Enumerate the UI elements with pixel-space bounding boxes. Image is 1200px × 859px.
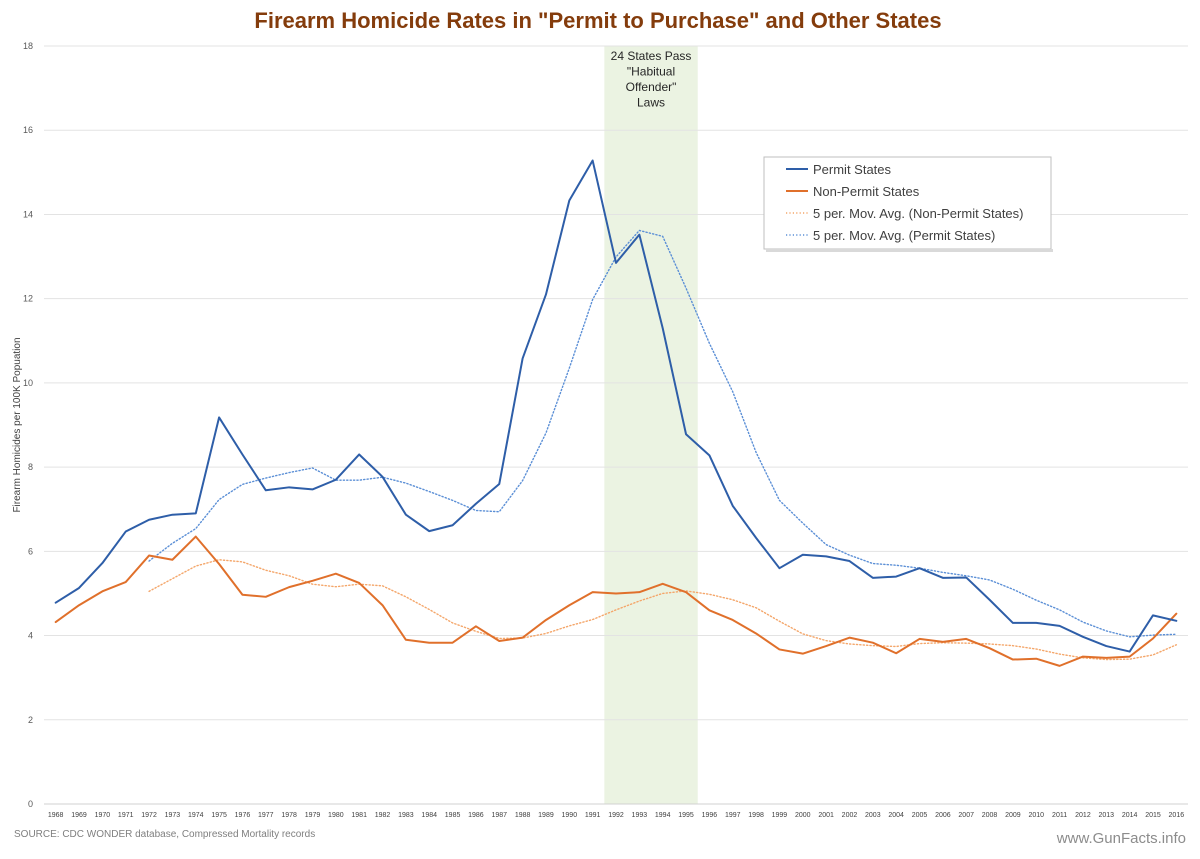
- x-tick-label: 1994: [655, 812, 671, 819]
- x-tick-label: 1972: [141, 812, 157, 819]
- x-tick-label: 1976: [235, 812, 251, 819]
- x-tick-label: 1983: [398, 812, 414, 819]
- x-tick-label: 2009: [1005, 812, 1021, 819]
- x-tick-label: 2007: [958, 812, 974, 819]
- x-tick-label: 1995: [678, 812, 694, 819]
- x-tick-label: 1980: [328, 812, 344, 819]
- legend: Permit States Non-Permit States 5 per. Mov…: [763, 156, 1053, 252]
- x-tick-label: 1989: [538, 812, 554, 819]
- annotation-line: Laws: [637, 96, 665, 110]
- series-line-5-per-mov-avg-non-permit-states: [148, 559, 1178, 661]
- x-tick-label: 2003: [865, 812, 881, 819]
- legend-shadow: [766, 249, 1053, 252]
- annotation-line: 24 States Pass: [611, 49, 692, 63]
- annotation-line: Offender": [626, 80, 677, 94]
- x-tick-label: 1981: [351, 812, 367, 819]
- y-tick-label: 6: [28, 546, 33, 556]
- y-tick-label: 0: [28, 799, 33, 809]
- x-tick-label: 1985: [445, 812, 461, 819]
- legend-entry: Non-Permit States: [813, 184, 920, 199]
- y-tick-label: 2: [28, 715, 33, 725]
- x-tick-label: 1977: [258, 812, 274, 819]
- x-tick-label: 1996: [702, 812, 718, 819]
- x-tick-label: 1971: [118, 812, 134, 819]
- legend-entry: 5 per. Mov. Avg. (Non-Permit States): [813, 206, 1024, 221]
- annotation-band-layer: [604, 46, 698, 804]
- x-tick-label: 1998: [748, 812, 764, 819]
- x-tick-label: 2012: [1075, 812, 1091, 819]
- x-tick-label: 2005: [912, 812, 928, 819]
- x-tick-label: 1968: [48, 812, 64, 819]
- x-tick-label: 2016: [1169, 812, 1185, 819]
- x-tick-label: 1988: [515, 812, 531, 819]
- y-axis-title: Firearm Homicides per 100K Popuation: [12, 337, 23, 512]
- x-tick-label: 1975: [211, 812, 227, 819]
- x-tick-label: 2013: [1098, 812, 1114, 819]
- y-tick-label: 16: [23, 125, 33, 135]
- y-axis-ticks: 0 2 4 6 8 10 12 14 16 18: [23, 41, 33, 809]
- x-tick-label: 2000: [795, 812, 811, 819]
- annotation-band: [604, 46, 698, 804]
- x-tick-label: 1986: [468, 812, 484, 819]
- x-tick-label: 1974: [188, 812, 204, 819]
- x-tick-label: 1999: [772, 812, 788, 819]
- x-tick-label: 2010: [1028, 812, 1044, 819]
- annotation-line: "Habitual: [627, 65, 675, 79]
- series-line-non-permit-states: [54, 535, 1178, 667]
- x-axis-ticks: 1968 1969 1970 1971 1972 1973 1974 1975 1976 1977…: [48, 812, 1184, 819]
- y-tick-label: 12: [23, 294, 33, 304]
- x-tick-label: 1992: [608, 812, 624, 819]
- x-tick-label: 2011: [1052, 812, 1067, 819]
- brand-url: www.GunFacts.info: [1056, 830, 1186, 847]
- x-tick-label: 1997: [725, 812, 741, 819]
- y-tick-label: 10: [23, 378, 33, 388]
- x-tick-label: 1993: [632, 812, 648, 819]
- gridlines: [44, 45, 1188, 805]
- x-tick-label: 1987: [491, 812, 507, 819]
- legend-entry: Permit States: [813, 162, 892, 177]
- x-tick-label: 1973: [165, 812, 181, 819]
- series-lines: [54, 159, 1178, 667]
- source-note: SOURCE: CDC WONDER database, Compressed …: [14, 829, 315, 840]
- y-tick-label: 4: [28, 631, 33, 641]
- x-tick-label: 2004: [888, 812, 904, 819]
- y-tick-label: 8: [28, 462, 33, 472]
- x-tick-label: 2001: [818, 812, 834, 819]
- x-tick-label: 1984: [421, 812, 437, 819]
- x-tick-label: 1978: [281, 812, 297, 819]
- chart-title: Firearm Homicide Rates in "Permit to Pur…: [254, 8, 941, 33]
- x-tick-label: 1979: [305, 812, 321, 819]
- x-tick-label: 2014: [1122, 812, 1138, 819]
- legend-box: [763, 156, 1052, 250]
- x-tick-label: 2002: [842, 812, 858, 819]
- y-tick-label: 18: [23, 41, 33, 51]
- x-tick-label: 1982: [375, 812, 391, 819]
- series-line-5-per-mov-avg-permit-states: [148, 229, 1178, 638]
- x-tick-label: 1990: [562, 812, 578, 819]
- x-tick-label: 1970: [95, 812, 111, 819]
- series-line-permit-states: [54, 159, 1178, 653]
- y-tick-label: 14: [23, 209, 33, 219]
- legend-entry: 5 per. Mov. Avg. (Permit States): [813, 228, 995, 243]
- x-tick-label: 2006: [935, 812, 951, 819]
- x-tick-label: 1991: [585, 812, 601, 819]
- x-tick-label: 2015: [1145, 812, 1161, 819]
- x-tick-label: 1969: [71, 812, 87, 819]
- x-tick-label: 2008: [982, 812, 998, 819]
